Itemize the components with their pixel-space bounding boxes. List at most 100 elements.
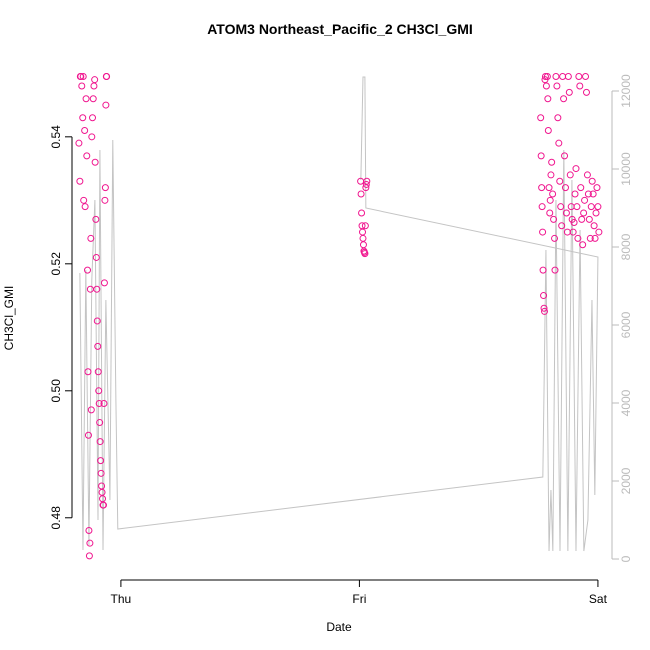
point <box>92 253 100 261</box>
point <box>574 234 582 242</box>
point <box>565 88 573 96</box>
x-tick-label: Fri <box>352 592 366 606</box>
point <box>562 209 570 217</box>
point <box>358 209 366 217</box>
point <box>538 184 546 192</box>
point <box>547 171 555 179</box>
point <box>85 526 93 534</box>
point <box>561 152 569 160</box>
point <box>577 184 585 192</box>
point <box>82 95 90 103</box>
point <box>594 203 602 211</box>
point <box>552 73 560 81</box>
point <box>101 196 109 204</box>
point <box>100 399 108 407</box>
point <box>359 228 367 236</box>
point <box>576 82 584 90</box>
point <box>561 184 569 192</box>
point <box>578 215 586 223</box>
point <box>587 203 595 211</box>
point <box>363 177 371 185</box>
point <box>88 133 96 141</box>
point <box>359 234 367 242</box>
x-tick-label: Thu <box>111 592 132 606</box>
point <box>537 114 545 122</box>
point <box>573 203 581 211</box>
point <box>84 431 92 439</box>
point <box>357 190 365 198</box>
point <box>551 234 559 242</box>
point <box>362 180 370 188</box>
point <box>94 342 102 350</box>
point <box>95 399 103 407</box>
point <box>91 76 99 84</box>
point <box>586 234 594 242</box>
point <box>590 222 598 230</box>
point <box>544 95 552 103</box>
y2-tick-label: 4000 <box>619 389 633 416</box>
point <box>549 190 557 198</box>
point <box>89 95 97 103</box>
point <box>585 215 593 223</box>
point <box>569 228 577 236</box>
point <box>102 101 110 109</box>
point <box>93 317 101 325</box>
point <box>540 304 548 312</box>
point <box>80 196 88 204</box>
point <box>582 73 590 81</box>
point <box>87 406 95 414</box>
point <box>359 241 367 249</box>
y2-tick-label: 12000 <box>619 74 633 108</box>
point <box>81 203 89 211</box>
point <box>584 190 592 198</box>
point <box>92 215 100 223</box>
point <box>575 73 583 81</box>
point <box>81 126 89 134</box>
point <box>85 552 93 560</box>
point <box>583 171 591 179</box>
point <box>90 82 98 90</box>
x-tick-label: Sat <box>589 592 608 606</box>
point <box>572 165 580 173</box>
y-tick-label: 0.54 <box>49 125 63 149</box>
point <box>97 457 105 465</box>
point <box>539 228 547 236</box>
point <box>103 73 111 81</box>
point <box>580 209 588 217</box>
point <box>589 190 597 198</box>
point <box>595 228 603 236</box>
y-axis-label: CH3Cl_GMI <box>2 286 16 351</box>
point <box>541 73 549 81</box>
point <box>545 184 553 192</box>
point <box>84 368 92 376</box>
point <box>564 73 572 81</box>
point <box>78 82 86 90</box>
x-axis-label: Date <box>326 620 352 634</box>
point <box>86 285 94 293</box>
point <box>544 126 552 134</box>
point <box>75 139 83 147</box>
y2-tick-label: 10000 <box>619 152 633 186</box>
point <box>592 209 600 217</box>
point <box>570 219 578 227</box>
point <box>96 438 104 446</box>
point <box>76 177 84 185</box>
point <box>361 222 369 230</box>
point <box>361 250 369 258</box>
point <box>559 73 567 81</box>
point <box>76 73 84 81</box>
point <box>571 190 579 198</box>
point <box>101 184 109 192</box>
y-tick-label: 0.52 <box>49 252 63 276</box>
y2-tick-label: 6000 <box>619 311 633 338</box>
point <box>95 387 103 395</box>
point <box>79 114 87 122</box>
point <box>539 266 547 274</box>
y2-tick-label: 2000 <box>619 467 633 494</box>
point <box>89 114 97 122</box>
point <box>557 203 565 211</box>
point <box>582 88 590 96</box>
point <box>542 82 550 90</box>
point <box>593 184 601 192</box>
